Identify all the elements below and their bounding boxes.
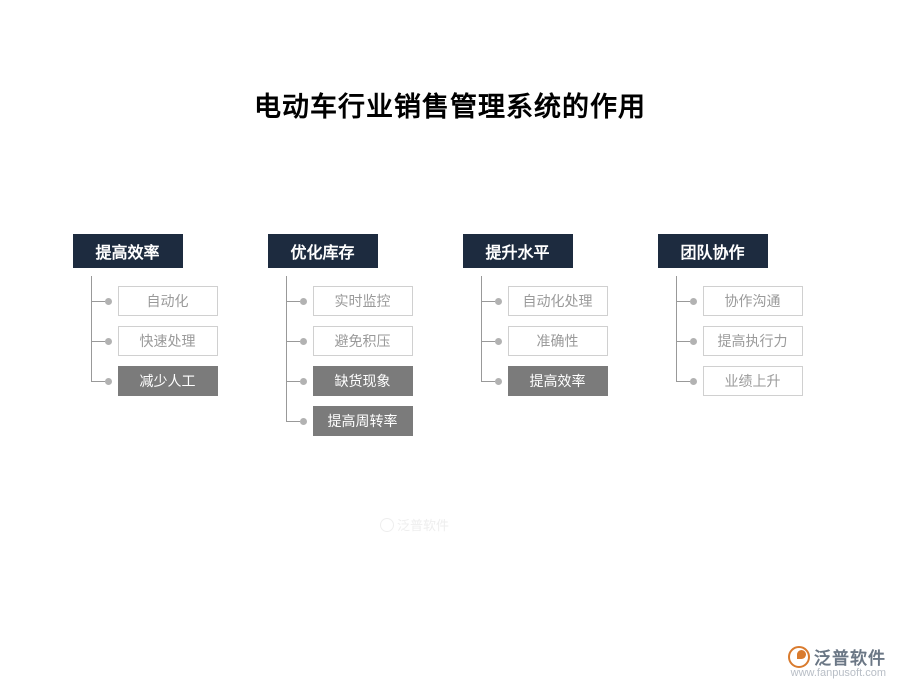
horizontal-connector <box>286 421 300 422</box>
column-header: 团队协作 <box>658 234 768 268</box>
bullet-icon <box>300 418 307 425</box>
bullet-icon <box>495 378 502 385</box>
column-header: 优化库存 <box>268 234 378 268</box>
item-row: 缺货现象 <box>286 366 413 396</box>
watermark-brand: 泛普软件 <box>814 644 886 669</box>
item-row: 自动化处理 <box>481 286 608 316</box>
item-row: 业绩上升 <box>676 366 803 396</box>
faint-watermark: 泛普软件 <box>380 515 449 534</box>
item-box: 提高执行力 <box>703 326 803 356</box>
bullet-icon <box>495 338 502 345</box>
item-row: 避免积压 <box>286 326 413 356</box>
watermark: 泛普软件 www.fanpusoft.com <box>788 644 886 679</box>
horizontal-connector <box>676 301 690 302</box>
item-row: 提高周转率 <box>286 406 413 436</box>
items-wrap: 自动化处理准确性提高效率 <box>481 276 608 396</box>
horizontal-connector <box>91 341 105 342</box>
column-header: 提升水平 <box>463 234 573 268</box>
diagram-title: 电动车行业销售管理系统的作用 <box>0 85 900 124</box>
bullet-icon <box>690 378 697 385</box>
items-wrap: 自动化快速处理减少人工 <box>91 276 218 396</box>
item-row: 提高执行力 <box>676 326 803 356</box>
bullet-icon <box>105 338 112 345</box>
item-box: 减少人工 <box>118 366 218 396</box>
item-row: 准确性 <box>481 326 608 356</box>
column: 团队协作协作沟通提高执行力业绩上升 <box>658 234 828 436</box>
column-header: 提高效率 <box>73 234 183 268</box>
bullet-icon <box>690 298 697 305</box>
item-box: 准确性 <box>508 326 608 356</box>
horizontal-connector <box>676 341 690 342</box>
item-box: 业绩上升 <box>703 366 803 396</box>
column: 优化库存实时监控避免积压缺货现象提高周转率 <box>268 234 438 436</box>
bullet-icon <box>495 298 502 305</box>
horizontal-connector <box>481 341 495 342</box>
bullet-icon <box>300 298 307 305</box>
columns-container: 提高效率自动化快速处理减少人工优化库存实时监控避免积压缺货现象提高周转率提升水平… <box>0 234 900 436</box>
bullet-icon <box>300 338 307 345</box>
item-box: 自动化处理 <box>508 286 608 316</box>
horizontal-connector <box>481 381 495 382</box>
item-box: 实时监控 <box>313 286 413 316</box>
column: 提高效率自动化快速处理减少人工 <box>73 234 243 436</box>
bullet-icon <box>105 298 112 305</box>
bullet-icon <box>690 338 697 345</box>
item-box: 提高效率 <box>508 366 608 396</box>
item-box: 缺货现象 <box>313 366 413 396</box>
horizontal-connector <box>676 381 690 382</box>
item-box: 协作沟通 <box>703 286 803 316</box>
bullet-icon <box>105 378 112 385</box>
horizontal-connector <box>91 381 105 382</box>
item-box: 自动化 <box>118 286 218 316</box>
item-box: 避免积压 <box>313 326 413 356</box>
horizontal-connector <box>481 301 495 302</box>
item-row: 提高效率 <box>481 366 608 396</box>
items-wrap: 实时监控避免积压缺货现象提高周转率 <box>286 276 413 436</box>
horizontal-connector <box>286 341 300 342</box>
item-row: 实时监控 <box>286 286 413 316</box>
column: 提升水平自动化处理准确性提高效率 <box>463 234 633 436</box>
item-box: 快速处理 <box>118 326 218 356</box>
item-row: 自动化 <box>91 286 218 316</box>
watermark-url: www.fanpusoft.com <box>791 667 886 679</box>
item-row: 协作沟通 <box>676 286 803 316</box>
bullet-icon <box>300 378 307 385</box>
horizontal-connector <box>286 381 300 382</box>
horizontal-connector <box>91 301 105 302</box>
item-row: 快速处理 <box>91 326 218 356</box>
logo-icon <box>788 646 810 668</box>
item-row: 减少人工 <box>91 366 218 396</box>
horizontal-connector <box>286 301 300 302</box>
item-box: 提高周转率 <box>313 406 413 436</box>
items-wrap: 协作沟通提高执行力业绩上升 <box>676 276 803 396</box>
